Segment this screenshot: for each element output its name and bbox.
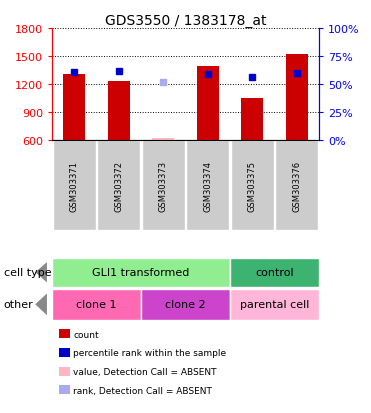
Title: GDS3550 / 1383178_at: GDS3550 / 1383178_at: [105, 14, 266, 28]
Text: GSM303375: GSM303375: [248, 160, 257, 211]
Bar: [63, 75, 85, 140]
Text: value, Detection Call = ABSENT: value, Detection Call = ABSENT: [73, 367, 217, 376]
Text: cell type: cell type: [4, 268, 51, 278]
Polygon shape: [35, 294, 47, 316]
Text: GSM303374: GSM303374: [203, 160, 212, 211]
FancyBboxPatch shape: [97, 141, 140, 230]
Text: GSM303372: GSM303372: [114, 160, 123, 211]
Bar: [241, 98, 263, 140]
Text: GLI1 transformed: GLI1 transformed: [92, 268, 190, 278]
FancyBboxPatch shape: [53, 141, 96, 230]
FancyBboxPatch shape: [275, 141, 318, 230]
Bar: [286, 55, 308, 140]
Text: GSM303376: GSM303376: [292, 160, 301, 211]
FancyBboxPatch shape: [186, 141, 229, 230]
Text: rank, Detection Call = ABSENT: rank, Detection Call = ABSENT: [73, 386, 212, 395]
Text: GSM303371: GSM303371: [70, 160, 79, 211]
Text: count: count: [73, 330, 99, 339]
Bar: [152, 138, 174, 140]
FancyBboxPatch shape: [231, 141, 274, 230]
Text: parental cell: parental cell: [240, 299, 309, 310]
Text: control: control: [255, 268, 294, 278]
Text: clone 1: clone 1: [76, 299, 117, 310]
Text: clone 2: clone 2: [165, 299, 206, 310]
Bar: [108, 82, 130, 140]
Text: percentile rank within the sample: percentile rank within the sample: [73, 349, 227, 358]
FancyBboxPatch shape: [142, 141, 185, 230]
Bar: [197, 67, 219, 140]
Text: GSM303373: GSM303373: [159, 160, 168, 211]
Polygon shape: [35, 263, 47, 282]
Text: other: other: [4, 299, 33, 310]
